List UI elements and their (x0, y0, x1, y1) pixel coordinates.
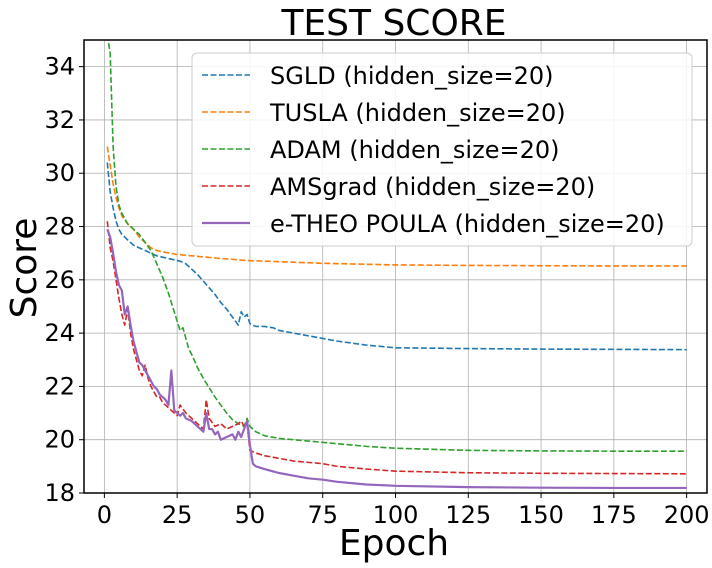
x-tick-label: 150 (518, 501, 564, 529)
legend-label: SGLD (hidden_size=20) (270, 62, 554, 90)
x-tick-label: 125 (445, 501, 491, 529)
x-axis-label: Epoch (339, 523, 449, 564)
y-tick-label: 26 (44, 266, 75, 294)
y-tick-label: 22 (44, 372, 75, 400)
chart-title: TEST SCORE (280, 3, 506, 44)
y-tick-label: 30 (44, 159, 75, 187)
series-line-4 (106, 221, 687, 475)
legend-label: TUSLA (hidden_size=20) (269, 99, 566, 127)
y-tick-label: 24 (44, 319, 75, 347)
y-axis-label: Score (4, 218, 45, 319)
y-tick-label: 32 (44, 106, 75, 134)
legend-label: e-THEO POULA (hidden_size=20) (270, 210, 665, 238)
x-tick-label: 50 (235, 501, 266, 529)
series-layer (106, 40, 687, 490)
ticks: 0 25 50 75 100 125 150 175 200 18 20 22 24 26 28 30 32 34 (44, 53, 709, 529)
x-tick-label: 75 (307, 501, 338, 529)
series-line-5 (106, 228, 687, 490)
legend: SGLD (hidden_size=20) TUSLA (hidden_size=… (191, 52, 693, 247)
x-tick-label: 200 (664, 501, 710, 529)
y-tick-label: 20 (44, 426, 75, 454)
x-tick-label: 0 (97, 501, 112, 529)
x-tick-label: 25 (162, 501, 193, 529)
x-tick-label: 175 (591, 501, 637, 529)
series-line-1 (106, 162, 687, 351)
series-line-3 (107, 40, 687, 452)
y-tick-label: 18 (44, 479, 75, 507)
legend-box (191, 52, 693, 247)
x-tick-label: 100 (373, 501, 419, 529)
legend-label: ADAM (hidden_size=20) (270, 136, 559, 164)
y-tick-label: 34 (44, 53, 75, 81)
y-tick-label: 28 (44, 213, 75, 241)
legend-label: AMSgrad (hidden_size=20) (270, 173, 595, 201)
